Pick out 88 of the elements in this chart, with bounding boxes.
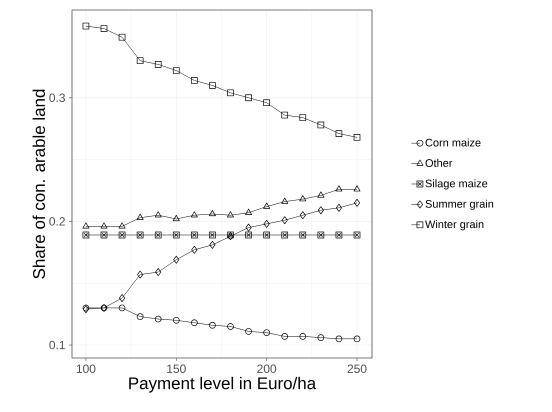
point xyxy=(209,232,216,238)
point xyxy=(137,270,144,278)
y-tick-label: 0.2 xyxy=(49,217,65,226)
point xyxy=(155,268,162,276)
point xyxy=(281,232,288,238)
point xyxy=(263,202,270,209)
point xyxy=(100,25,108,32)
point xyxy=(318,206,324,214)
point xyxy=(136,214,144,220)
point xyxy=(209,82,216,89)
point xyxy=(136,313,144,320)
point xyxy=(354,336,360,342)
point xyxy=(335,185,342,192)
x-tick-label: 150 xyxy=(167,364,186,373)
legend-label: Summer grain xyxy=(426,200,494,210)
y-axis-title: Share of con. arable land xyxy=(32,90,46,279)
point xyxy=(245,94,252,102)
point xyxy=(209,322,216,329)
point xyxy=(227,89,234,96)
point xyxy=(336,130,342,137)
point xyxy=(154,61,162,68)
point xyxy=(209,240,216,249)
point xyxy=(118,222,126,228)
point xyxy=(299,333,306,340)
point xyxy=(100,222,108,228)
point xyxy=(154,211,162,218)
point xyxy=(281,333,288,340)
point xyxy=(208,210,216,216)
point xyxy=(154,316,162,322)
point xyxy=(227,232,234,238)
x-tick-label: 250 xyxy=(348,364,367,373)
point xyxy=(172,214,180,222)
point xyxy=(118,304,126,312)
point xyxy=(354,134,360,141)
point xyxy=(282,216,288,224)
x-axis-title: Payment level in Euro/ha xyxy=(129,376,316,393)
x-tick-label: 100 xyxy=(76,364,96,373)
point xyxy=(318,334,324,341)
point xyxy=(82,222,90,228)
point xyxy=(227,211,234,218)
legend-label: Silage maize xyxy=(426,179,488,190)
point xyxy=(118,232,126,238)
point xyxy=(172,67,180,74)
legend-label: Corn maize xyxy=(426,138,481,146)
point xyxy=(245,328,252,335)
point xyxy=(336,336,342,342)
point xyxy=(264,220,270,228)
point xyxy=(263,232,270,238)
legend-label: Other xyxy=(426,158,452,167)
point xyxy=(191,246,198,254)
point xyxy=(299,114,306,121)
x-tick-label: 200 xyxy=(257,364,276,373)
point xyxy=(136,232,144,238)
point xyxy=(227,232,234,240)
point xyxy=(191,77,198,84)
point xyxy=(191,232,198,238)
y-tick-label: 0.1 xyxy=(49,340,65,350)
point xyxy=(172,232,180,238)
point xyxy=(336,204,342,212)
point xyxy=(263,99,270,106)
point xyxy=(299,232,306,238)
point xyxy=(336,232,342,238)
point xyxy=(281,198,288,204)
point xyxy=(318,122,324,128)
point xyxy=(354,198,360,207)
point xyxy=(119,294,126,302)
point xyxy=(173,256,180,264)
point xyxy=(82,22,90,30)
point xyxy=(300,211,306,220)
point xyxy=(118,34,126,41)
point xyxy=(154,232,162,238)
point xyxy=(317,192,324,198)
point xyxy=(354,185,360,192)
point xyxy=(281,112,288,118)
point xyxy=(191,319,198,326)
legend-label: Winter grain xyxy=(425,220,484,230)
point xyxy=(136,57,144,64)
point xyxy=(246,224,252,232)
point xyxy=(245,208,252,215)
y-tick-label: 0.3 xyxy=(49,94,65,102)
point xyxy=(190,211,198,218)
point xyxy=(299,195,306,202)
point xyxy=(100,232,108,238)
point xyxy=(172,316,180,324)
point xyxy=(227,323,234,330)
point xyxy=(263,329,270,336)
point xyxy=(245,232,252,238)
point xyxy=(318,232,324,238)
